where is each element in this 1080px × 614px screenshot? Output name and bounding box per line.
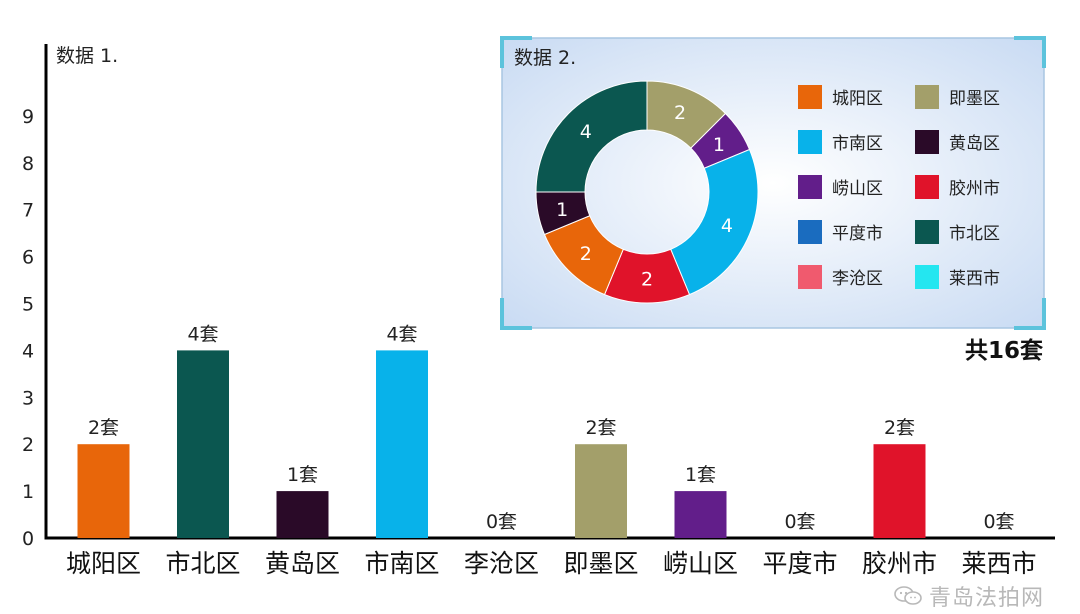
legend-label: 市南区 bbox=[832, 134, 883, 154]
donut-panel: 数据 2.2142214城阳区 即墨区市南区 黄岛区崂山区 胶州市平度市 市北区李沧区莱… bbox=[500, 36, 1046, 364]
x-tick-label: 平度市 bbox=[762, 549, 837, 578]
legend-swatch bbox=[915, 130, 939, 154]
legend-swatch bbox=[798, 175, 822, 199]
bar-value-label: 0套 bbox=[983, 511, 1014, 533]
donut-slice-label: 2 bbox=[674, 102, 686, 124]
legend-swatch bbox=[915, 265, 939, 289]
y-tick-label: 8 bbox=[22, 153, 34, 175]
legend-label: 胶州市 bbox=[949, 179, 1000, 199]
y-tick-label: 5 bbox=[22, 294, 34, 316]
legend-swatch bbox=[915, 175, 939, 199]
legend-label: 莱西市 bbox=[949, 269, 1000, 289]
donut-slice-label: 4 bbox=[721, 215, 733, 237]
donut-slice-label: 2 bbox=[641, 269, 653, 291]
legend-label: 黄岛区 bbox=[949, 134, 1000, 154]
legend-label: 崂山区 bbox=[832, 179, 883, 199]
bar bbox=[276, 491, 329, 538]
bar-value-label: 2套 bbox=[88, 417, 119, 439]
legend-label: 市北区 bbox=[949, 224, 1000, 244]
wechat-icon bbox=[894, 586, 922, 605]
legend-swatch bbox=[798, 130, 822, 154]
legend-swatch bbox=[915, 220, 939, 244]
legend-swatch bbox=[798, 220, 822, 244]
bar-value-label: 0套 bbox=[784, 511, 815, 533]
legend-label: 即墨区 bbox=[949, 89, 1000, 109]
legend-label: 平度市 bbox=[832, 224, 883, 244]
y-tick-label: 1 bbox=[22, 481, 34, 503]
x-tick-label: 即墨区 bbox=[563, 549, 638, 578]
bar-value-label: 0套 bbox=[486, 511, 517, 533]
donut-slice bbox=[535, 80, 648, 193]
total-count-label: 共16套 bbox=[965, 338, 1043, 364]
bar bbox=[177, 350, 229, 538]
y-tick-label: 9 bbox=[22, 106, 34, 128]
x-tick-label: 市北区 bbox=[165, 549, 240, 578]
bar-chart: 数据 1.01234567892套城阳区4套市北区1套黄岛区4套市南区0套李沧区… bbox=[22, 44, 1055, 578]
donut-slice-label: 2 bbox=[580, 243, 592, 265]
bar bbox=[575, 444, 627, 538]
y-tick-label: 0 bbox=[22, 528, 34, 550]
donut-slice-label: 1 bbox=[556, 199, 568, 221]
x-tick-label: 黄岛区 bbox=[265, 549, 340, 578]
y-tick-label: 7 bbox=[22, 200, 34, 222]
bar bbox=[674, 491, 727, 538]
donut-slice-label: 4 bbox=[580, 121, 592, 143]
donut-chart-title: 数据 2. bbox=[514, 47, 576, 69]
panel-corner bbox=[1014, 298, 1046, 330]
donut-slice-label: 1 bbox=[713, 134, 725, 156]
y-tick-label: 3 bbox=[22, 387, 34, 409]
bar bbox=[376, 350, 428, 538]
x-tick-label: 崂山区 bbox=[663, 549, 738, 578]
legend-label: 李沧区 bbox=[832, 269, 883, 289]
legend-swatch bbox=[915, 85, 939, 109]
bar bbox=[77, 444, 130, 538]
x-tick-label: 李沧区 bbox=[464, 549, 539, 578]
watermark-text: 青岛法拍网 bbox=[928, 586, 1044, 611]
x-tick-label: 市南区 bbox=[364, 549, 439, 578]
bar bbox=[873, 444, 926, 538]
bar-value-label: 1套 bbox=[685, 464, 716, 486]
panel-corner bbox=[500, 298, 532, 330]
y-tick-label: 6 bbox=[22, 247, 34, 269]
panel-corner bbox=[1014, 36, 1046, 68]
x-tick-label: 城阳区 bbox=[66, 549, 141, 578]
bar-value-label: 2套 bbox=[884, 417, 915, 439]
x-tick-label: 胶州市 bbox=[862, 549, 937, 578]
bar-value-label: 4套 bbox=[187, 323, 218, 345]
legend-swatch bbox=[798, 265, 822, 289]
bar-chart-title: 数据 1. bbox=[56, 45, 118, 67]
legend-label: 城阳区 bbox=[832, 89, 883, 109]
bar-value-label: 2套 bbox=[585, 417, 616, 439]
bar-value-label: 1套 bbox=[287, 464, 318, 486]
legend-swatch bbox=[798, 85, 822, 109]
panel-corner bbox=[500, 36, 532, 68]
y-tick-label: 4 bbox=[22, 340, 34, 362]
y-tick-label: 2 bbox=[22, 434, 34, 456]
donut-slice bbox=[670, 148, 759, 296]
x-tick-label: 莱西市 bbox=[961, 549, 1036, 578]
watermark: 青岛法拍网 bbox=[893, 580, 1044, 612]
bar-value-label: 4套 bbox=[386, 323, 417, 345]
